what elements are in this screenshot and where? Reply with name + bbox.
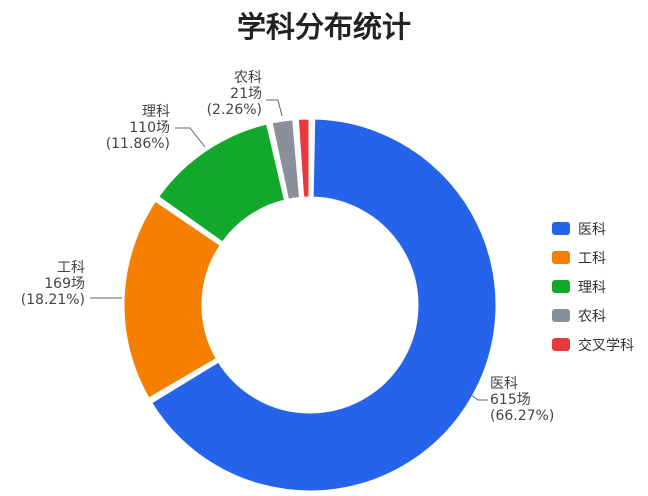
legend-swatch[interactable] xyxy=(552,338,570,351)
slice-工科 xyxy=(121,198,223,401)
data-label: 110场 xyxy=(129,120,170,136)
label-leader-line xyxy=(266,99,283,117)
slice-交叉学科 xyxy=(295,116,312,200)
label-leader-line xyxy=(466,391,488,401)
legend-swatch[interactable] xyxy=(552,222,570,235)
data-label: 169场 xyxy=(44,276,85,292)
data-label: (18.21%) xyxy=(21,292,85,308)
data-label: 理科 xyxy=(142,104,170,120)
data-label: 工科 xyxy=(57,260,85,276)
legend-item-label[interactable]: 工科 xyxy=(578,251,606,267)
legend-item-label[interactable]: 医科 xyxy=(578,222,606,238)
legend-swatch[interactable] xyxy=(552,251,570,264)
legend-item-label[interactable]: 农科 xyxy=(578,309,606,325)
data-label: (66.27%) xyxy=(490,408,554,424)
legend-swatch[interactable] xyxy=(552,309,570,322)
data-label: 21场 xyxy=(230,86,262,102)
data-label: (2.26%) xyxy=(207,102,262,118)
data-label: 615场 xyxy=(490,392,531,408)
data-label: (11.86%) xyxy=(106,136,170,152)
chart-title: 学科分布统计 xyxy=(236,10,411,44)
slice-理科 xyxy=(155,121,288,245)
legend-item-label[interactable]: 交叉学科 xyxy=(578,337,634,354)
data-label: 医科 xyxy=(490,376,518,392)
legend-item-label[interactable]: 理科 xyxy=(578,280,606,296)
data-label: 农科 xyxy=(234,70,262,86)
label-leader-line xyxy=(175,127,206,148)
legend-swatch[interactable] xyxy=(552,280,570,293)
slice-农科 xyxy=(269,117,303,202)
slice-医科 xyxy=(148,116,499,494)
